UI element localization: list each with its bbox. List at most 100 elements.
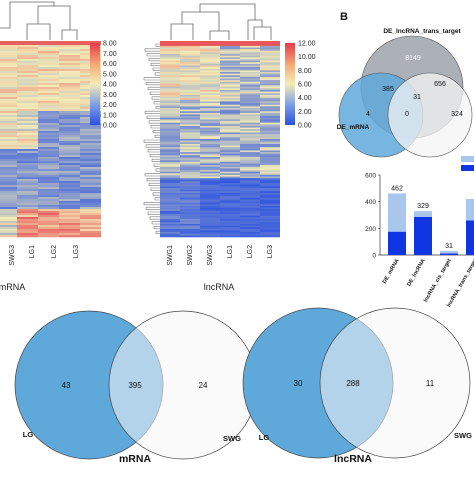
heatmap-cell (240, 139, 260, 141)
heatmap-cell (220, 176, 240, 179)
heatmap-cell (180, 156, 200, 159)
heatmap-cell (240, 67, 260, 70)
heatmap-cell (200, 130, 220, 133)
heatmap-cell (220, 107, 240, 110)
heatmap-cell (220, 96, 240, 99)
heatmap-cell (220, 163, 240, 166)
mrna-axis-label: mRNA (0, 282, 25, 292)
heatmap-cell (80, 205, 101, 208)
heatmap-cell (0, 67, 17, 70)
heatmap-cell (260, 109, 280, 112)
heatmap-cell (260, 201, 280, 203)
heatmap-cell (180, 189, 200, 192)
heatmap-cell (17, 43, 38, 46)
heatmap-cell (59, 49, 80, 52)
mrna-colorbar-gradient (90, 43, 100, 125)
heatmap-cell (240, 227, 260, 230)
heatmap-cell (200, 117, 220, 120)
heatmap-cell (220, 49, 240, 52)
heatmap-cell (160, 212, 180, 215)
heatmap-cell (200, 148, 220, 151)
heatmap-cell (160, 207, 180, 210)
heatmap-cell (160, 202, 180, 205)
heatmap-cell (0, 83, 17, 86)
lncrna-colorbar-tick: 6.00 (298, 82, 312, 89)
heatmap-cell (38, 63, 59, 66)
heatmap-cell (240, 184, 260, 187)
heatmap-cell (17, 115, 38, 118)
heatmap-cell (59, 193, 80, 196)
heatmap-cell (200, 54, 220, 56)
heatmap-cell (0, 171, 17, 174)
heatmap-cell (220, 161, 240, 164)
heatmap-cell (240, 223, 260, 226)
heatmap-cell (240, 57, 260, 60)
heatmap-cell (260, 174, 280, 177)
heatmap-cell (220, 170, 240, 172)
heatmap-cell (240, 166, 260, 169)
heatmap-cell (180, 205, 200, 208)
lncrna-column-labels: SWG1 SWG2 SWG3 LG1 LG2 LG3 (167, 245, 274, 266)
heatmap-cell (17, 79, 38, 82)
heatmap-cell (220, 217, 240, 220)
heatmap-cell (59, 201, 80, 204)
lncrna-heatmap: SWG1 SWG2 SWG3 LG1 LG2 LG3 lncRNA (143, 3, 280, 292)
heatmap-cell (200, 49, 220, 52)
heatmap-cell (80, 231, 101, 234)
heatmap-cell (160, 150, 180, 153)
bar-segment (440, 253, 458, 255)
venn-lncrna-center-value: 288 (346, 379, 360, 388)
heatmap-cell (200, 161, 220, 164)
heatmap-cell (160, 122, 180, 125)
heatmap-cell (200, 76, 220, 79)
heatmap-cell (220, 55, 240, 58)
heatmap-cell (38, 169, 59, 172)
heatmap-cell (59, 153, 80, 156)
heatmap-cell (220, 184, 240, 187)
heatmap-cell (200, 150, 220, 153)
heatmap-cell (38, 115, 59, 118)
heatmap-cell (17, 153, 38, 156)
heatmap-cell (17, 87, 38, 90)
heatmap-cell (200, 124, 220, 127)
heatmap-cell (0, 165, 17, 168)
heatmap-cell (200, 45, 220, 48)
heatmap-cell (0, 211, 17, 214)
heatmap-cell (17, 63, 38, 66)
heatmap-cell (38, 121, 59, 124)
heatmap-cell (180, 49, 200, 52)
heatmap-cell (200, 57, 220, 60)
heatmap-cell (220, 178, 240, 181)
heatmap-cell (59, 67, 80, 70)
heatmap-cell (0, 163, 17, 166)
heatmap-cell (160, 85, 180, 88)
heatmap-cell (59, 167, 80, 170)
heatmap-cell (59, 223, 80, 226)
heatmap-cell (220, 52, 240, 55)
heatmap-cell (59, 115, 80, 118)
heatmap-cell (38, 129, 59, 132)
heatmap-cell (240, 72, 260, 74)
heatmap-cell (180, 114, 200, 117)
heatmap-cell (260, 173, 280, 176)
heatmap-cell (160, 171, 180, 174)
heatmap-cell (200, 132, 220, 135)
heatmap-cell (260, 188, 280, 190)
heatmap-cell (160, 181, 180, 184)
heatmap-cell (0, 213, 17, 216)
heatmap-cell (160, 189, 180, 192)
heatmap-cell (220, 183, 240, 186)
heatmap-cell (17, 171, 38, 174)
heatmap-cell (160, 111, 180, 114)
heatmap-cell (59, 95, 80, 98)
heatmap-cell (260, 181, 280, 184)
heatmap-cell (0, 133, 17, 136)
heatmap-cell (160, 163, 180, 166)
bar-chart-bars (388, 193, 474, 255)
heatmap-cell (180, 160, 200, 163)
heatmap-cell (180, 139, 200, 141)
heatmap-cell (180, 73, 200, 76)
heatmap-cell (38, 107, 59, 110)
heatmap-cell (260, 232, 280, 235)
heatmap-cell (260, 230, 280, 233)
